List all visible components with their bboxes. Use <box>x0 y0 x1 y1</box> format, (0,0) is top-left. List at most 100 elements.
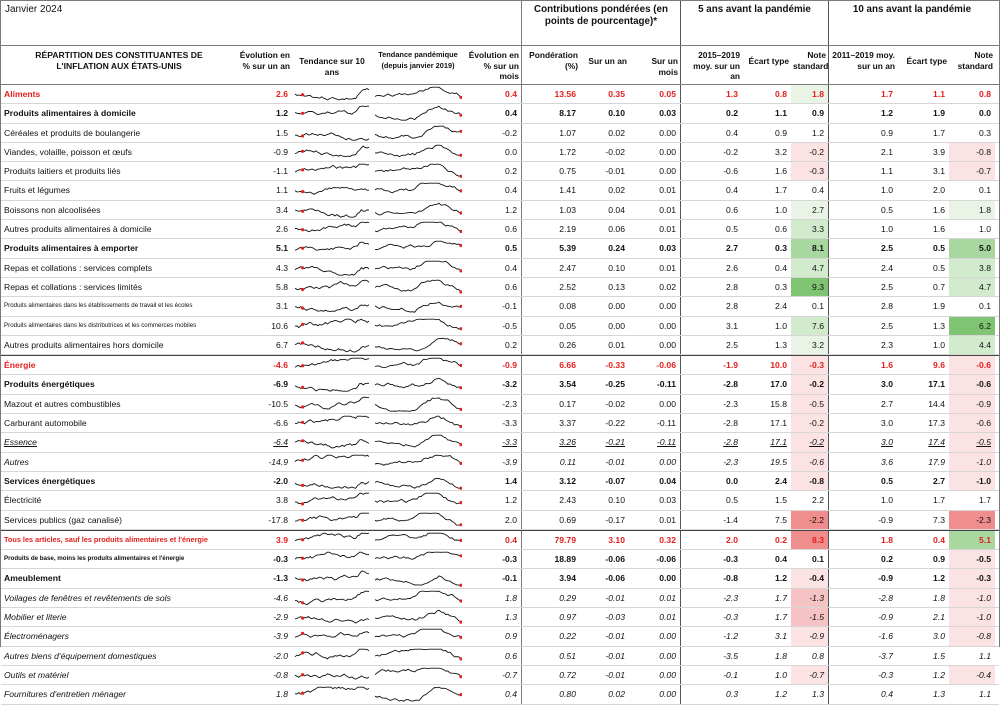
table-row: Autres biens d'équipement domestiques -2.… <box>1 646 999 666</box>
cell-5y-sd: 2.4 <box>775 475 787 486</box>
cell-10y-avg: -2.8 <box>828 588 897 608</box>
ten-year-trend-sparkline <box>294 187 370 196</box>
cell-5y-zscore: 1.2 <box>812 127 824 138</box>
cell-weight: 0.69 <box>521 510 580 529</box>
sparkline-path <box>294 187 370 196</box>
cell-10y-zscore: 0.0 <box>979 108 991 119</box>
sparkline-marker <box>459 113 462 118</box>
pandemic-trend-sparkline <box>374 125 462 139</box>
sparkline-marker <box>301 93 305 97</box>
cell-contrib-mom: 0.32 <box>659 534 676 545</box>
table-row: Énergie -4.6 -0.9 6.66 -0.33 -0.06 -1.9 10.0 -0.… <box>1 355 999 376</box>
cell-10y-sd: 1.7 <box>933 495 945 506</box>
cell-10y-zscore: -0.8 <box>949 142 995 162</box>
table-row: Essence -6.4 -3.3 3.26 -0.21 -0.11 -2.8 17.1 -0.… <box>1 433 999 453</box>
pandemic-trend-sparkline <box>374 575 462 588</box>
cell-5y-sd: 1.0 <box>775 320 787 331</box>
sparkline-path <box>294 265 370 276</box>
cell-yoy: -4.6 <box>273 592 288 603</box>
sparkline-marker <box>459 538 462 542</box>
sparkline-path <box>295 221 370 233</box>
cell-yoy: 4.3 <box>276 262 288 273</box>
sparkline-path <box>294 145 370 157</box>
cell-10y-avg: 3.0 <box>828 433 897 452</box>
cell-weight: 0.05 <box>521 316 580 335</box>
table-row: Repas et collations : services limités 5.… <box>1 277 999 298</box>
cell-trend-pandemic <box>372 550 464 568</box>
col-header-trend10: Tendance sur 10 ans <box>299 56 365 77</box>
cell-5y-avg: -0.3 <box>680 608 742 627</box>
sparkline-path <box>294 106 369 116</box>
table-row: Boissons non alcoolisées 3.4 1.2 1.03 0.04 0.… <box>1 200 999 221</box>
sparkline-marker <box>301 209 305 213</box>
sparkline-path <box>374 125 462 139</box>
cell-5y-zscore: 8.1 <box>791 239 828 258</box>
cell-10y-avg: -0.9 <box>828 510 897 529</box>
row-label: Produits alimentaires à domicile <box>4 108 136 119</box>
table-row: Fournitures d'entretien ménager 1.8 0.4 0.8… <box>1 685 999 705</box>
sparkline-path <box>294 342 370 353</box>
table-row: Ameublement -1.3 -0.1 3.94 -0.06 0.00 -0.8 1.2-… <box>1 569 999 589</box>
sparkline-marker <box>459 95 462 99</box>
ten-year-trend-sparkline <box>294 686 370 696</box>
cell-mom: -0.1 <box>502 301 517 312</box>
cell-10y-avg: 1.0 <box>828 181 897 200</box>
ten-year-trend-sparkline <box>294 648 370 660</box>
cell-trend-10y <box>292 124 372 142</box>
cell-10y-avg: 1.0 <box>828 220 897 239</box>
cell-trend-pandemic <box>372 85 464 103</box>
sparkline-path <box>374 357 462 369</box>
cell-10y-avg: 2.5 <box>828 239 897 258</box>
row-label: Boissons non alcoolisées <box>4 204 101 215</box>
ten-year-trend-sparkline <box>294 615 370 624</box>
sparkline-marker <box>301 616 305 620</box>
sparkline-path <box>374 105 462 121</box>
cell-weight: 0.75 <box>521 162 580 181</box>
cell-10y-avg: 1.6 <box>828 356 897 375</box>
cell-mom: 1.8 <box>505 592 517 603</box>
cell-trend-10y <box>292 239 372 257</box>
cell-yoy: -3.9 <box>273 631 288 642</box>
cell-5y-zscore: -0.2 <box>791 414 828 433</box>
cell-5y-avg: 2.6 <box>680 258 742 277</box>
pandemic-trend-sparkline <box>374 477 462 490</box>
cell-weight: 3.37 <box>521 414 580 433</box>
cell-contrib-yoy: 0.02 <box>608 185 625 196</box>
cell-contrib-yoy: -0.06 <box>605 573 625 584</box>
cell-10y-sd: 1.2 <box>933 669 945 680</box>
cell-10y-avg: 2.4 <box>828 258 897 277</box>
cell-contrib-yoy: -0.02 <box>605 146 625 157</box>
sparkline-marker <box>301 386 305 390</box>
cell-weight: 5.39 <box>521 239 580 258</box>
cell-trend-10y <box>292 317 372 335</box>
cell-10y-sd: 2.1 <box>933 612 945 623</box>
cell-contrib-mom: -0.11 <box>657 437 676 448</box>
sparkline-marker <box>459 189 462 193</box>
cell-trend-pandemic <box>372 124 464 142</box>
cell-trend-10y <box>292 627 372 645</box>
pandemic-trend-sparkline <box>374 512 462 526</box>
sparkline-marker <box>301 149 305 153</box>
cell-contrib-mom: 0.05 <box>659 89 676 99</box>
cell-yoy: -17.8 <box>268 514 288 525</box>
sparkline-path <box>294 532 370 541</box>
cell-contrib-mom: -0.11 <box>656 379 676 390</box>
cell-10y-avg: 1.0 <box>828 491 897 510</box>
cell-10y-zscore: -0.6 <box>949 356 995 375</box>
cell-trend-pandemic <box>372 491 464 509</box>
row-label: Électricité <box>4 495 42 506</box>
cell-5y-avg: -0.8 <box>680 569 742 588</box>
cell-5y-zscore: -0.4 <box>791 569 828 588</box>
cell-5y-sd: 17.0 <box>770 379 787 390</box>
cell-trend-10y <box>292 375 372 393</box>
cell-trend-pandemic <box>372 627 464 645</box>
cell-mom: 1.2 <box>505 495 517 506</box>
cell-weight: 0.80 <box>521 685 580 704</box>
cell-10y-sd: 1.6 <box>933 204 945 215</box>
cell-yoy: -14.9 <box>268 456 288 467</box>
cell-5y-avg: 2.5 <box>680 335 742 355</box>
cell-weight: 79.79 <box>521 530 580 550</box>
cell-10y-zscore: -0.9 <box>949 394 995 414</box>
cell-10y-zscore: -0.5 <box>949 550 995 569</box>
cell-10y-zscore: -0.5 <box>949 433 995 452</box>
